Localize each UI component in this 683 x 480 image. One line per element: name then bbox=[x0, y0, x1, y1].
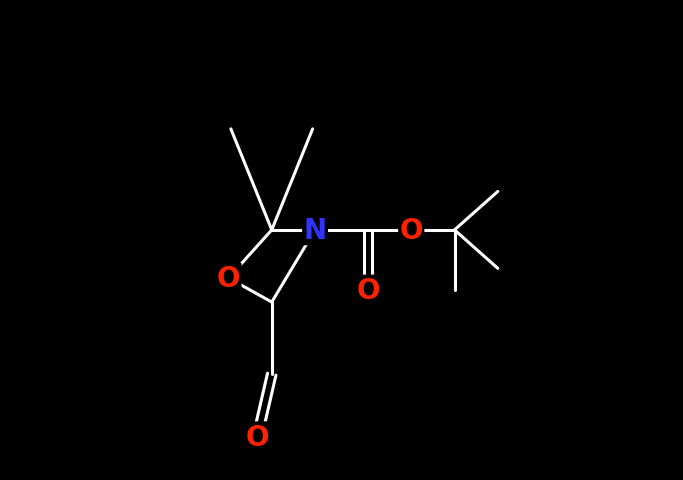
Text: O: O bbox=[357, 276, 380, 304]
Text: O: O bbox=[246, 423, 269, 451]
Text: N: N bbox=[303, 216, 326, 244]
Text: O: O bbox=[217, 264, 240, 292]
Text: O: O bbox=[400, 216, 423, 244]
